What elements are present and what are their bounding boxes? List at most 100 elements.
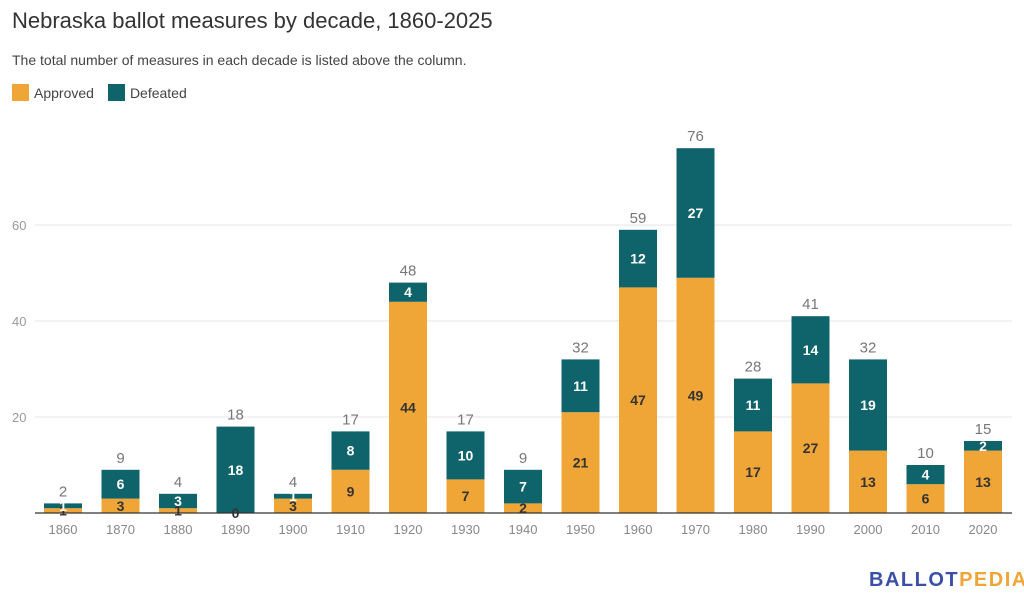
data-label-approved-1960: 47 bbox=[630, 392, 646, 408]
legend-item-approved: Approved bbox=[12, 84, 94, 101]
data-label-approved-1870: 3 bbox=[117, 498, 125, 514]
total-label-1860: 2 bbox=[59, 483, 67, 500]
bar-defeated-1930 bbox=[446, 431, 485, 480]
data-label-defeated-1890: 18 bbox=[228, 462, 244, 478]
x-tick-label-1930: 1930 bbox=[451, 522, 480, 537]
x-tick-label-1970: 1970 bbox=[681, 522, 710, 537]
logo-part-pedia: PEDIA bbox=[959, 569, 1024, 591]
data-label-approved-1910: 9 bbox=[347, 483, 355, 499]
bar-approved-1960 bbox=[619, 287, 657, 513]
data-label-defeated-2010: 4 bbox=[922, 467, 930, 483]
legend-label-defeated: Defeated bbox=[129, 84, 187, 101]
bar-approved-2000 bbox=[849, 450, 887, 513]
total-label-1920: 48 bbox=[400, 263, 417, 280]
data-label-approved-1890: 0 bbox=[232, 505, 240, 521]
x-tick-label-1880: 1880 bbox=[164, 522, 193, 537]
data-label-approved-2000: 13 bbox=[860, 474, 876, 490]
data-label-approved-1860: 1 bbox=[59, 503, 67, 519]
bar-defeated-1910 bbox=[331, 431, 370, 470]
data-label-approved-1970: 49 bbox=[688, 387, 704, 403]
data-label-approved-1900: 3 bbox=[289, 498, 297, 514]
bar-defeated-1860 bbox=[44, 503, 82, 509]
bar-approved-1980 bbox=[734, 431, 772, 513]
total-label-1900: 4 bbox=[289, 474, 297, 491]
bar-approved-1940 bbox=[504, 503, 542, 513]
data-label-defeated-2020: 2 bbox=[979, 438, 987, 454]
bar-approved-1970 bbox=[676, 277, 715, 513]
bar-approved-1990 bbox=[791, 383, 830, 513]
data-label-approved-2010: 6 bbox=[922, 491, 930, 507]
bar-defeated-1970 bbox=[676, 148, 715, 278]
data-label-approved-2020: 13 bbox=[975, 474, 991, 490]
x-tick-label-1990: 1990 bbox=[796, 522, 825, 537]
data-label-defeated-1980: 11 bbox=[746, 397, 761, 413]
data-label-defeated-1870: 6 bbox=[117, 476, 125, 492]
bar-approved-1930 bbox=[446, 479, 485, 513]
legend-swatch-defeated bbox=[107, 84, 125, 101]
total-label-1970: 76 bbox=[687, 128, 704, 145]
logo-part-ballot: BALLOT bbox=[869, 569, 960, 591]
data-label-approved-1980: 17 bbox=[745, 464, 761, 480]
data-label-defeated-1990: 14 bbox=[803, 342, 819, 358]
bar-defeated-2000 bbox=[849, 359, 887, 451]
data-label-approved-1990: 27 bbox=[803, 440, 819, 456]
x-tick-label-2010: 2010 bbox=[911, 522, 940, 537]
data-label-defeated-1960: 12 bbox=[630, 251, 646, 267]
bar-defeated-1890 bbox=[216, 426, 255, 513]
ballotpedia-logo: BALLOTPEDIA bbox=[869, 569, 1024, 592]
data-label-defeated-1860: 1 bbox=[59, 498, 67, 514]
bar-approved-1950 bbox=[561, 412, 600, 513]
x-tick-label-1920: 1920 bbox=[394, 522, 423, 537]
x-tick-label-1900: 1900 bbox=[279, 522, 308, 537]
data-label-defeated-2000: 19 bbox=[860, 397, 876, 413]
total-label-2020: 15 bbox=[975, 421, 992, 438]
bar-defeated-1950 bbox=[561, 359, 600, 413]
x-tick-label-1870: 1870 bbox=[106, 522, 135, 537]
total-label-1910: 17 bbox=[342, 411, 359, 428]
total-label-1950: 32 bbox=[572, 339, 589, 356]
total-label-2000: 32 bbox=[860, 339, 877, 356]
x-tick-label-2000: 2000 bbox=[854, 522, 883, 537]
bar-approved-1860 bbox=[44, 508, 82, 513]
data-label-approved-1880: 1 bbox=[174, 503, 182, 519]
bar-defeated-1960 bbox=[619, 229, 657, 288]
data-label-approved-1950: 21 bbox=[573, 455, 589, 471]
legend-swatch-approved bbox=[12, 84, 29, 101]
bar-approved-2020 bbox=[964, 450, 1002, 513]
data-label-approved-1920: 44 bbox=[400, 399, 416, 415]
total-label-1880: 4 bbox=[174, 474, 182, 491]
bar-approved-1880 bbox=[159, 508, 197, 513]
legend-item-defeated: Defeated bbox=[107, 84, 187, 101]
bar-defeated-1880 bbox=[159, 493, 197, 509]
bar-approved-2010 bbox=[906, 484, 945, 513]
data-label-defeated-1950: 11 bbox=[573, 378, 588, 394]
bar-defeated-1920 bbox=[389, 282, 427, 302]
total-label-1960: 59 bbox=[630, 210, 647, 227]
total-label-1930: 17 bbox=[457, 411, 474, 428]
total-label-1990: 41 bbox=[802, 296, 819, 313]
bar-defeated-1940 bbox=[504, 469, 542, 504]
bar-defeated-2020 bbox=[964, 441, 1002, 451]
x-tick-label-2020: 2020 bbox=[969, 522, 998, 537]
bar-approved-1870 bbox=[101, 498, 140, 513]
chart-subtitle: The total number of measures in each dec… bbox=[12, 52, 467, 68]
x-tick-label-1980: 1980 bbox=[739, 522, 768, 537]
data-label-defeated-1910: 8 bbox=[347, 443, 355, 459]
bar-defeated-1980 bbox=[734, 378, 772, 432]
bar-approved-1920 bbox=[389, 301, 427, 513]
x-tick-label-1860: 1860 bbox=[49, 522, 78, 537]
bar-approved-1900 bbox=[274, 498, 312, 513]
x-tick-label-1890: 1890 bbox=[221, 522, 250, 537]
bar-defeated-1900 bbox=[274, 493, 312, 499]
data-label-defeated-1940: 7 bbox=[519, 479, 527, 495]
total-label-1940: 9 bbox=[519, 450, 527, 467]
data-label-defeated-1930: 10 bbox=[458, 447, 474, 463]
total-label-2010: 10 bbox=[917, 445, 934, 462]
data-label-defeated-1880: 3 bbox=[174, 493, 182, 509]
data-label-defeated-1900: 1 bbox=[289, 488, 297, 504]
chart-title: Nebraska ballot measures by decade, 1860… bbox=[12, 8, 493, 33]
y-tick-label-60: 60 bbox=[12, 218, 26, 233]
data-label-approved-1940: 2 bbox=[519, 500, 527, 516]
total-label-1890: 18 bbox=[227, 407, 244, 424]
